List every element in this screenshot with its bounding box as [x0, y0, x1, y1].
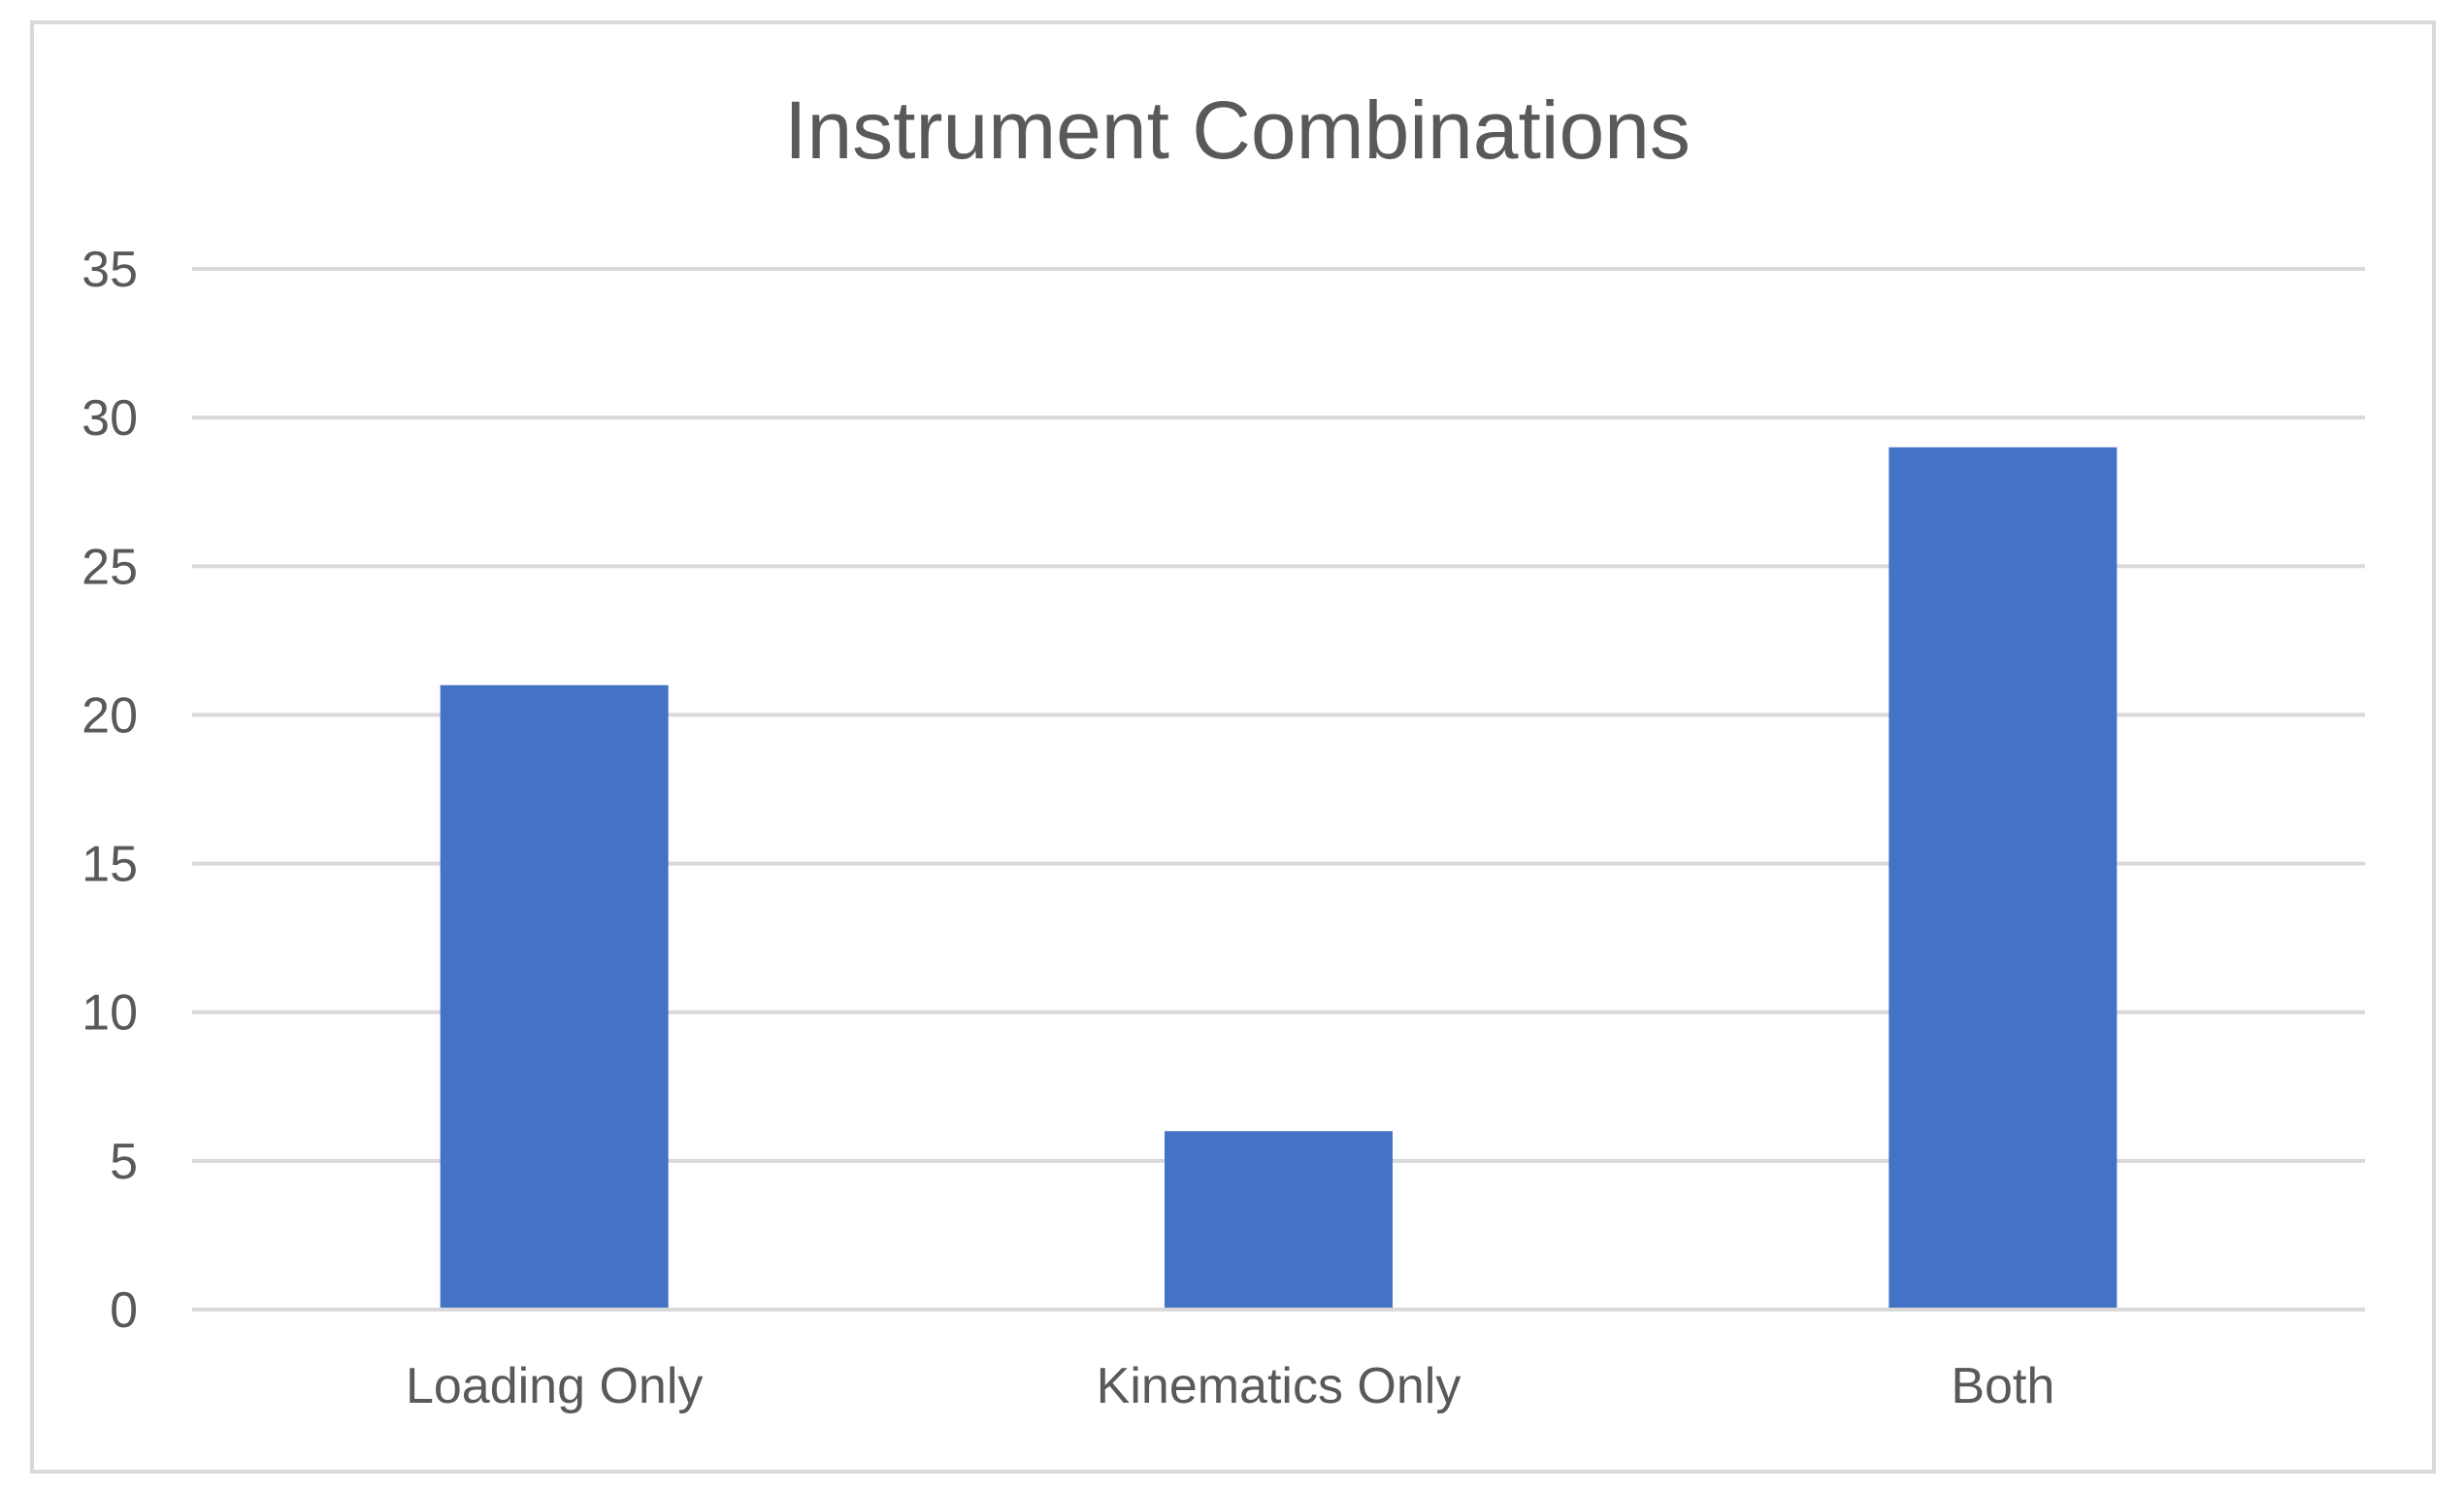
chart-title: Instrument Combinations [784, 84, 1691, 176]
y-tick-label: 0 [110, 1282, 138, 1339]
bar-kinematics-only [1165, 1131, 1393, 1310]
bar-both [1889, 447, 2118, 1310]
bar-loading-only [440, 684, 669, 1310]
x-axis-category-labels: Loading Only Kinematics Only Both [406, 1358, 2054, 1414]
y-tick-label: 20 [82, 687, 138, 744]
x-category-label: Both [1951, 1358, 2054, 1414]
y-tick-label: 10 [82, 985, 138, 1042]
y-tick-label: 5 [110, 1134, 138, 1190]
x-category-label: Kinematics Only [1097, 1358, 1462, 1414]
y-tick-label: 35 [82, 242, 138, 298]
y-tick-label: 15 [82, 837, 138, 893]
y-tick-label: 30 [82, 390, 138, 447]
y-axis-tick-labels: 0 5 10 15 20 25 30 35 [82, 242, 138, 1339]
x-category-label: Loading Only [406, 1358, 703, 1414]
y-tick-label: 25 [82, 539, 138, 595]
bars [192, 447, 2365, 1311]
